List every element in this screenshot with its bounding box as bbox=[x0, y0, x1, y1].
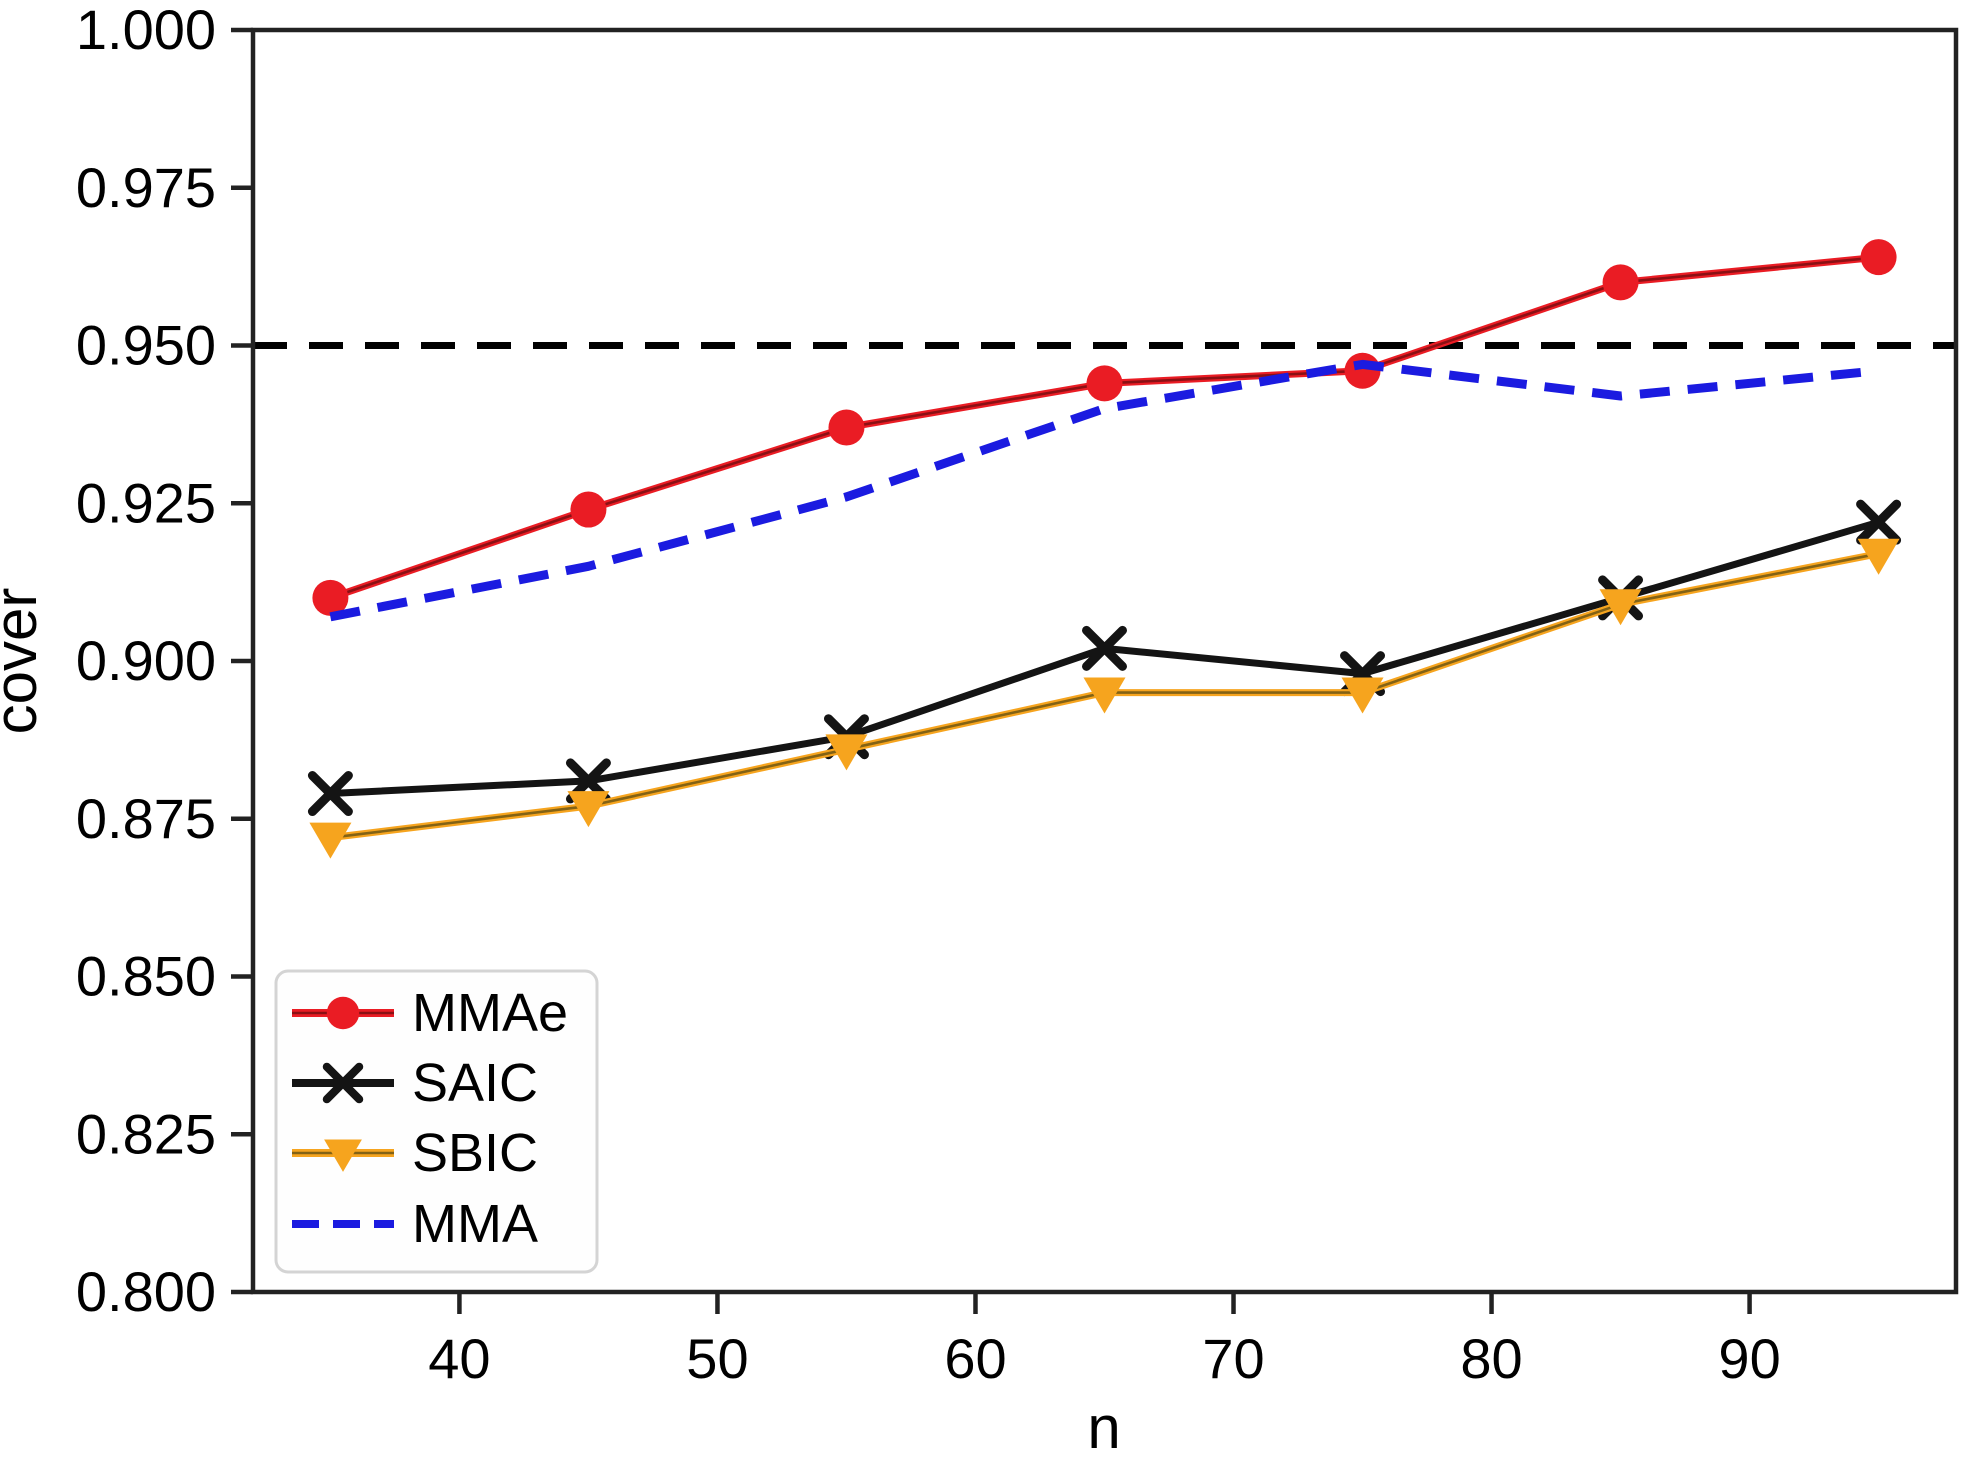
y-tick-label: 0.800 bbox=[76, 1260, 216, 1323]
x-tick-label: 40 bbox=[428, 1327, 490, 1390]
x-tick-label: 50 bbox=[686, 1327, 748, 1390]
marker-triangle-down bbox=[1083, 677, 1126, 714]
series-line-MMA bbox=[329, 359, 1880, 622]
marker-triangle-down bbox=[324, 1139, 362, 1172]
x-axis-label: n bbox=[1087, 1394, 1120, 1458]
x-tick-label: 90 bbox=[1718, 1327, 1780, 1390]
marker-circle bbox=[312, 579, 349, 616]
y-tick-label: 0.925 bbox=[76, 471, 216, 534]
series-line-core-MMAe bbox=[329, 255, 1879, 600]
legend-label-MMA: MMA bbox=[412, 1194, 538, 1254]
y-axis-label: cover bbox=[0, 588, 49, 735]
marker-triangle-down bbox=[1599, 589, 1642, 626]
series-line-SAIC bbox=[330, 518, 1880, 797]
legend-label-MMAe: MMAe bbox=[412, 983, 568, 1043]
marker-triangle-down bbox=[567, 791, 610, 828]
y-tick-label: 1.000 bbox=[76, 0, 216, 61]
marker-triangle-down bbox=[1857, 538, 1900, 575]
marker-circle bbox=[1344, 352, 1381, 389]
series-MMAe bbox=[312, 239, 1897, 616]
marker-x bbox=[1082, 625, 1127, 671]
series-MMA bbox=[329, 359, 1880, 622]
marker-circle bbox=[1086, 365, 1123, 402]
x-tick-label: 60 bbox=[944, 1327, 1006, 1390]
marker-circle bbox=[326, 996, 360, 1030]
y-tick-label: 0.975 bbox=[76, 156, 216, 219]
marker-circle bbox=[1860, 239, 1897, 276]
legend-box bbox=[274, 969, 599, 1274]
series-line-MMAe bbox=[329, 253, 1879, 602]
legend-item-SAIC: SAIC bbox=[292, 1053, 538, 1113]
marker-x bbox=[1856, 499, 1902, 545]
legend-label-SAIC: SAIC bbox=[412, 1053, 538, 1113]
marker-x bbox=[322, 1062, 364, 1104]
y-tick-label: 0.900 bbox=[76, 629, 216, 692]
x-tick-label: 80 bbox=[1460, 1327, 1522, 1390]
x-tick-label: 70 bbox=[1202, 1327, 1264, 1390]
plot-area: 40 50 60 70 80 90 1.000 0.975 0.950 0.925 0.900 0.8… bbox=[76, 0, 1959, 1390]
marker-circle bbox=[1602, 264, 1639, 301]
y-tick-label: 0.950 bbox=[76, 314, 216, 377]
legend-item-SBIC: SBIC bbox=[292, 1123, 538, 1183]
marker-circle bbox=[570, 491, 607, 528]
y-tick-label: 0.850 bbox=[76, 945, 216, 1008]
legend-item-MMA: MMA bbox=[292, 1194, 538, 1254]
legend-item-MMAe: MMAe bbox=[292, 983, 568, 1043]
marker-triangle-down bbox=[825, 734, 868, 771]
marker-triangle-down bbox=[309, 822, 352, 859]
series-SAIC bbox=[307, 499, 1902, 817]
marker-circle bbox=[828, 409, 865, 446]
legend-label-SBIC: SBIC bbox=[412, 1123, 538, 1183]
marker-triangle-down bbox=[1341, 677, 1384, 714]
legend: MMAe SAIC SBIC MMA bbox=[274, 969, 599, 1274]
y-tick-label: 0.875 bbox=[76, 787, 216, 850]
y-tick-label: 0.825 bbox=[76, 1102, 216, 1165]
marker-x bbox=[307, 771, 353, 817]
series-SBIC bbox=[309, 538, 1900, 859]
